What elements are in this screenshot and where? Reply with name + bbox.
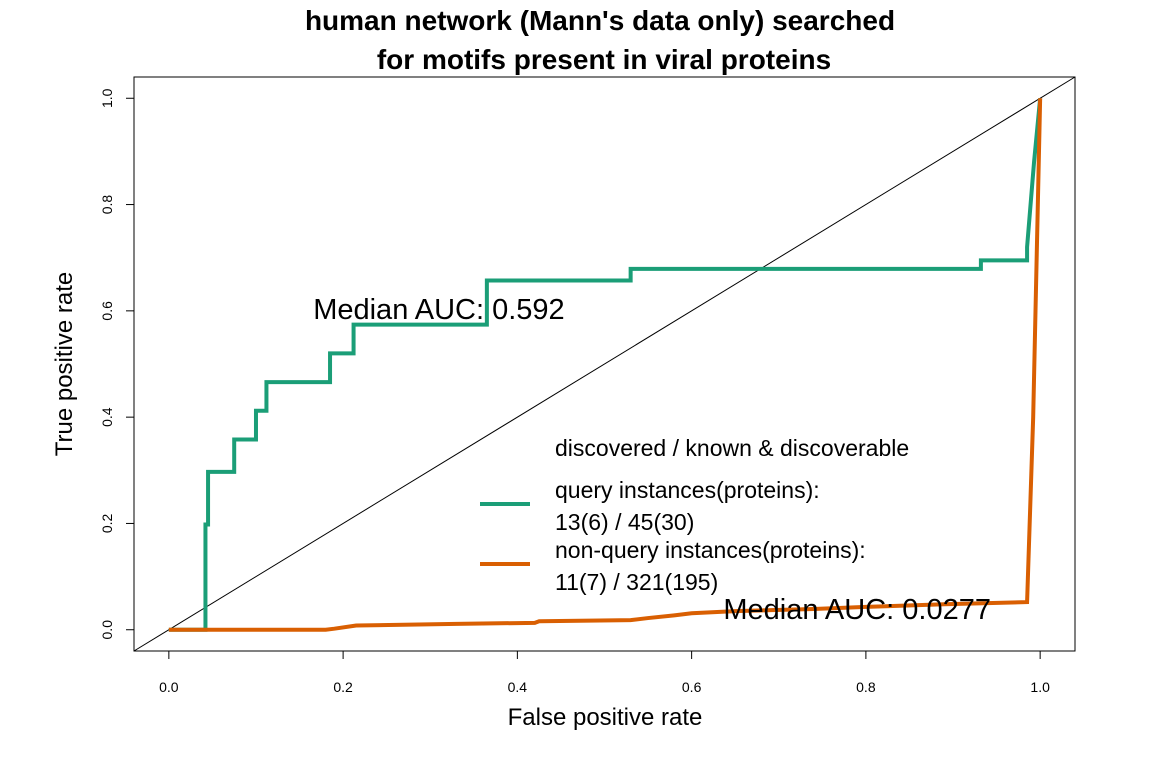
annotation-median-auc-nonquery: Median AUC: 0.0277 [723, 594, 991, 626]
y-tick-label: 0.8 [99, 195, 115, 215]
y-tick-label: 0.0 [99, 620, 115, 640]
y-tick-label: 0.4 [99, 407, 115, 427]
x-tick-label: 0.0 [159, 679, 179, 695]
y-axis-label: True positive rate [51, 272, 78, 457]
x-tick-label: 0.6 [682, 679, 702, 695]
chart-title-line-1: human network (Mann's data only) searche… [305, 5, 895, 36]
x-axis: 0.0 0.2 0.4 0.6 0.8 1.0 [159, 650, 1050, 695]
y-axis: 0.0 0.2 0.4 0.6 0.8 1.0 [99, 88, 135, 640]
series-line-0 [168, 98, 1043, 632]
legend-entry-nonquery-line-1: non-query instances(proteins): [555, 537, 866, 563]
y-tick-label: 0.2 [99, 514, 115, 534]
legend-entry-nonquery-line-2: 11(7) / 321(195) [555, 569, 718, 595]
series-layer [168, 98, 1043, 632]
diagonal-reference-line [133, 76, 1076, 652]
legend-header: discovered / known & discoverable [555, 435, 909, 461]
x-tick-label: 0.8 [856, 679, 876, 695]
x-axis-label: False positive rate [508, 704, 703, 731]
legend: discovered / known & discoverable query … [480, 435, 909, 595]
x-tick-label: 0.4 [508, 679, 528, 695]
y-tick-label: 1.0 [99, 88, 115, 108]
series-line-1 [168, 98, 1043, 632]
chart-title-line-2: for motifs present in viral proteins [377, 44, 831, 75]
legend-entry-query-line-1: query instances(proteins): [555, 477, 820, 503]
legend-entry-query-line-2: 13(6) / 45(30) [555, 509, 694, 535]
annotation-median-auc-query: Median AUC: 0.592 [313, 294, 564, 326]
x-tick-label: 0.2 [333, 679, 353, 695]
y-tick-label: 0.6 [99, 301, 115, 321]
x-tick-label: 1.0 [1030, 679, 1050, 695]
